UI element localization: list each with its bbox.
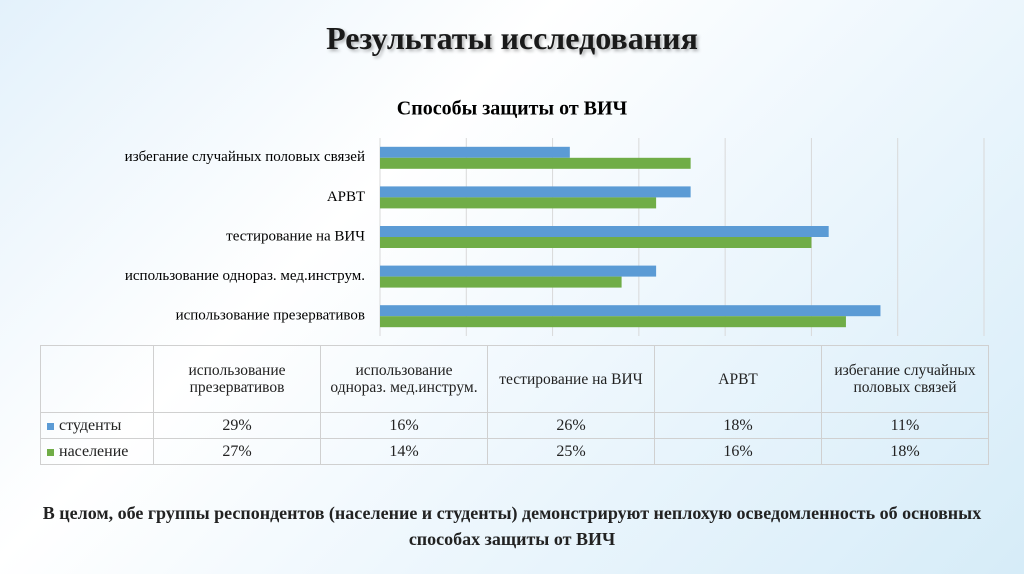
column-header: избегание случайных половых связей	[821, 345, 989, 413]
y-tick-label: избегание случайных половых связей	[125, 149, 365, 165]
column-header: использование презервативов	[153, 345, 321, 413]
table-cell: 26%	[487, 412, 655, 439]
table-cell: 18%	[654, 412, 822, 439]
bar	[380, 226, 829, 237]
legend-swatch	[47, 448, 54, 456]
y-tick-label: использование презервативов	[176, 308, 365, 324]
column-header: АРВТ	[654, 345, 822, 413]
y-tick-label: использование однораз. мед.инструм.	[125, 268, 365, 284]
bar	[380, 146, 570, 158]
legend-label: население	[59, 442, 129, 460]
slide-title: Результаты исследования	[326, 20, 698, 56]
column-header: тестирование на ВИЧ	[487, 345, 655, 413]
chart-title: Способы защиты от ВИЧ	[397, 98, 628, 120]
table-header-row: использование презервативов использование…	[40, 345, 989, 413]
bar	[380, 305, 881, 317]
conclusion: В целом, обе группы респондентов (населе…	[42, 503, 982, 549]
legend-label: студенты	[59, 416, 122, 434]
chart: Способы защиты от ВИЧ использование през…	[125, 98, 985, 336]
bar	[380, 186, 691, 198]
data-table: использование презервативов использование…	[40, 345, 989, 465]
table-cell: 25%	[487, 438, 655, 465]
bar	[380, 276, 622, 288]
table-cell: 29%	[153, 412, 321, 439]
legend-swatch	[47, 422, 54, 430]
table-cell: 16%	[320, 412, 488, 439]
table-cell: 27%	[153, 438, 321, 465]
column-header: использование однораз. мед.инструм.	[320, 345, 488, 413]
table-cell: 14%	[320, 438, 488, 465]
table-corner	[40, 345, 154, 413]
bar	[380, 316, 846, 328]
bar	[380, 237, 812, 248]
row-header: студенты	[40, 412, 154, 439]
table-row: студенты 29% 16% 26% 18% 11%	[40, 412, 989, 439]
row-header: население	[40, 438, 154, 465]
bar	[380, 265, 657, 277]
table-cell: 11%	[821, 412, 989, 439]
table-cell: 16%	[654, 438, 822, 465]
bar	[380, 197, 657, 209]
y-tick-label: тестирование на ВИЧ	[226, 228, 365, 244]
y-tick-label: АРВТ	[327, 189, 365, 205]
table-cell: 18%	[821, 438, 989, 465]
table-row: население 27% 14% 25% 16% 18%	[40, 438, 989, 465]
bar	[380, 157, 691, 169]
